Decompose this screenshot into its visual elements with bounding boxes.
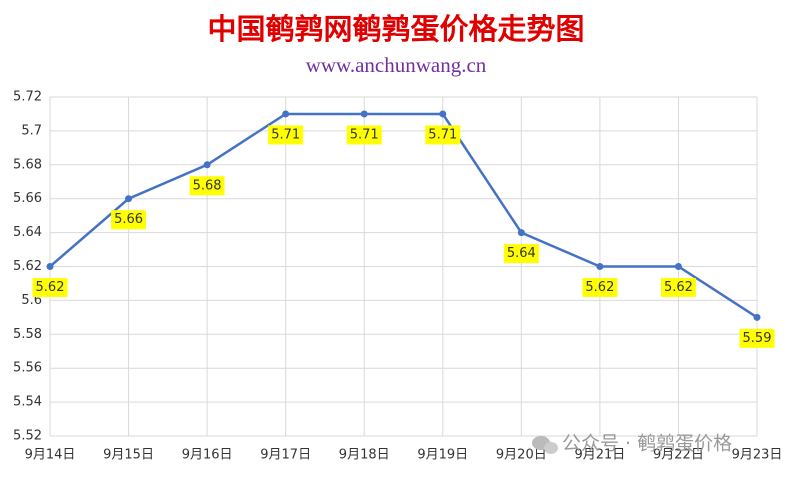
x-tick-label: 9月23日 xyxy=(732,448,783,463)
x-tick-label: 9月19日 xyxy=(417,448,468,463)
data-label: 5.71 xyxy=(350,127,379,142)
x-tick-label: 9月18日 xyxy=(339,448,390,463)
y-tick-label: 5.68 xyxy=(13,157,42,172)
chart-subtitle: www.anchunwang.cn xyxy=(306,53,487,77)
data-label: 5.71 xyxy=(271,127,300,142)
data-label-bg xyxy=(739,328,775,348)
y-tick-label: 5.58 xyxy=(13,327,42,342)
data-label-bg xyxy=(189,176,225,196)
data-label-group: 5.71 xyxy=(425,125,461,145)
data-label: 5.62 xyxy=(664,280,693,295)
data-label: 5.64 xyxy=(507,246,536,261)
data-label-group: 5.66 xyxy=(111,210,147,230)
data-label-bg xyxy=(268,125,304,145)
watermark: 公众号 · 鹌鹑蛋价格 xyxy=(562,433,732,455)
data-point xyxy=(596,263,604,270)
y-tick-label: 5.56 xyxy=(13,361,42,376)
data-label-group: 5.62 xyxy=(32,278,68,297)
data-label-bg xyxy=(503,244,539,264)
x-tick-label: 9月20日 xyxy=(496,448,547,463)
data-label-bg xyxy=(582,278,618,297)
data-point xyxy=(203,161,211,169)
data-point xyxy=(517,229,525,237)
series-line xyxy=(49,112,758,319)
y-tick-label: 5.54 xyxy=(13,395,42,410)
y-tick-label: 5.72 xyxy=(13,90,42,105)
y-tick-label: 5.62 xyxy=(13,259,42,274)
data-point xyxy=(46,263,54,270)
data-point xyxy=(439,110,447,118)
data-point xyxy=(753,313,761,321)
data-label: 5.59 xyxy=(743,331,772,346)
y-tick-label: 5.52 xyxy=(13,429,42,444)
x-tick-label: 9月16日 xyxy=(182,448,233,463)
data-label-group: 5.62 xyxy=(582,278,618,297)
data-point xyxy=(282,110,290,118)
y-tick-label: 5.7 xyxy=(21,123,42,138)
data-label-group: 5.71 xyxy=(346,125,382,145)
x-tick-label: 9月21日 xyxy=(574,448,625,463)
data-label-bg xyxy=(660,278,696,297)
data-point xyxy=(125,195,133,203)
data-label-bg xyxy=(32,278,68,297)
watermark-icon xyxy=(532,436,558,454)
data-label: 5.62 xyxy=(585,280,614,295)
x-tick-label: 9月14日 xyxy=(25,448,76,463)
data-point xyxy=(360,110,368,118)
y-tick-label: 5.66 xyxy=(13,191,42,206)
x-tick-label: 9月17日 xyxy=(260,448,311,463)
data-label-group: 5.64 xyxy=(503,244,539,264)
data-label-group: 5.71 xyxy=(268,125,304,145)
data-label-group: 5.68 xyxy=(189,176,225,196)
data-label: 5.68 xyxy=(193,178,222,193)
data-label: 5.71 xyxy=(428,127,457,142)
y-tick-label: 5.64 xyxy=(13,225,42,240)
data-label-bg xyxy=(346,125,382,145)
data-label: 5.62 xyxy=(36,280,65,295)
data-label-group: 5.59 xyxy=(739,328,775,348)
data-label: 5.66 xyxy=(114,212,143,227)
chart-title: 中国鹌鹑网鹌鹑蛋价格走势图 xyxy=(207,12,584,46)
x-tick-label: 9月22日 xyxy=(653,448,704,463)
data-label-bg xyxy=(111,210,147,230)
data-point xyxy=(674,263,682,270)
x-tick-label: 9月15日 xyxy=(103,448,154,463)
data-label-group: 5.62 xyxy=(660,278,696,297)
data-label-bg xyxy=(425,125,461,145)
